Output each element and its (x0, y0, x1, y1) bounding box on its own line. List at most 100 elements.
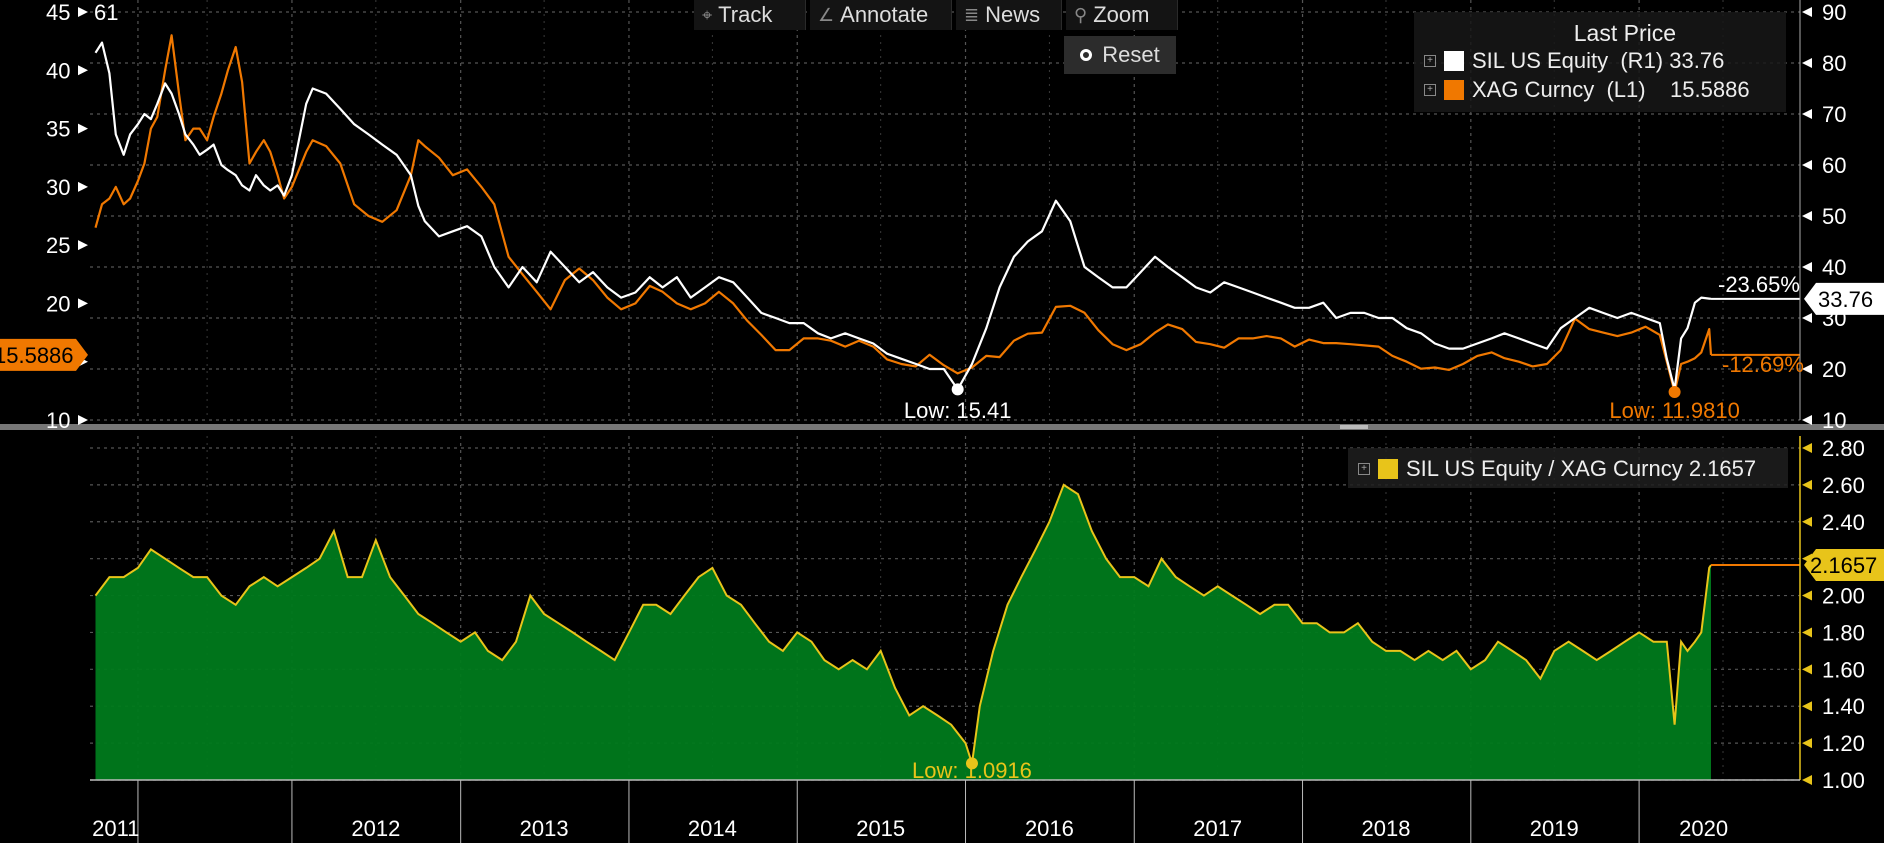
sil-series-line (94, 41, 1712, 391)
zoom-button[interactable]: ⚲ Zoom (1066, 0, 1178, 30)
x-tick-label: 2019 (1530, 816, 1579, 841)
ratio-tick-label: 2.40 (1822, 510, 1865, 535)
annotate-label: Annotate (840, 2, 929, 27)
x-tick-label: 2014 (688, 816, 737, 841)
right-tick-mark (1802, 313, 1812, 323)
ratio-tick-label: 1.20 (1822, 731, 1865, 756)
legend-header: Last Price (1573, 20, 1676, 46)
left-tick-label: 20 (46, 291, 70, 316)
x-tick-label: 2018 (1362, 816, 1411, 841)
right-tick-mark (1802, 58, 1812, 68)
magnifier-icon: ⚲ (1074, 5, 1088, 25)
right-tick-label: 20 (1822, 357, 1846, 382)
zoom-label: Zoom (1093, 2, 1150, 27)
ratio-line (94, 483, 1712, 764)
xag-low-label: Low: 11.9810 (1609, 398, 1739, 423)
legend-xag-label: XAG Curncy (L1) 15.5886 (1472, 77, 1750, 102)
x-tick-label: 2013 (520, 816, 569, 841)
right-tick-mark (1802, 262, 1812, 272)
pencil-icon: ∠ (818, 5, 835, 25)
x-tick-label: 2016 (1025, 816, 1074, 841)
right-tick-label: 70 (1822, 102, 1846, 127)
left-tick-label: 25 (46, 233, 70, 258)
ratio-tick-mark (1802, 738, 1812, 749)
sil-last-tag-label: 33.76 (1818, 287, 1873, 312)
ratio-tick-label: 2.00 (1822, 584, 1865, 609)
track-label: Track (718, 2, 773, 27)
expand-icon[interactable]: + (1424, 84, 1436, 96)
expand-icon[interactable]: + (1358, 463, 1370, 475)
x-tick-label: 2015 (856, 816, 905, 841)
right-tick-label: 40 (1822, 255, 1846, 280)
price-legend: Last Price + SIL US Equity (R1) 33.76 + … (1414, 12, 1786, 112)
ratio-tick-label: 2.80 (1822, 436, 1865, 461)
ratio-low-marker (965, 757, 978, 770)
xag-swatch (1444, 80, 1464, 100)
x-tick-label: 2011 (92, 816, 139, 841)
legend-item-sil[interactable]: + SIL US Equity (R1) 33.76 (1424, 48, 1724, 74)
ratio-tick-mark (1802, 443, 1812, 453)
news-icon: ≣ (964, 5, 980, 25)
ratio-swatch (1378, 459, 1398, 479)
label-layer: 61 Low: 15.41 Low: 11.9810 -23.65% -12.69% Lo… (94, 0, 1804, 783)
sil-low-label: Low: 15.41 (904, 398, 1012, 423)
annotate-button[interactable]: ∠ Annotate (810, 0, 952, 30)
sil-low-marker (951, 383, 964, 396)
ratio-tick-mark (1802, 775, 1812, 785)
x-tick-label: 2020 (1679, 816, 1728, 841)
left-tick-mark (78, 240, 88, 251)
ratio-tick-label: 2.60 (1822, 473, 1865, 498)
right-tick-label: 90 (1822, 0, 1846, 25)
left-tick-label: 30 (46, 175, 70, 200)
sil-pct-label: -23.65% (1718, 272, 1800, 297)
ratio-area (95, 484, 1711, 780)
ratio-last-tag (1804, 548, 1884, 581)
x-tick-label: 2012 (351, 816, 400, 841)
xag-last-tag (0, 338, 88, 371)
right-tick-label: 10 (1822, 408, 1846, 433)
right-tick-mark (1802, 364, 1812, 374)
ratio-tick-mark (1802, 627, 1812, 638)
xag-low-marker (1668, 386, 1681, 399)
legend-item-ratio[interactable]: + SIL US Equity / XAG Curncy 2.1657 (1358, 456, 1756, 482)
ratio-tick-label: 1.40 (1822, 694, 1865, 719)
reset-icon (1080, 49, 1093, 61)
left-tick-mark (78, 123, 88, 134)
expand-icon[interactable]: + (1424, 55, 1436, 67)
left-tick-mark (78, 7, 88, 17)
sil-swatch (1444, 51, 1464, 71)
x-tick-label: 2017 (1193, 816, 1242, 841)
left-tick-mark (78, 65, 88, 76)
ratio-last-tag-label: 2.1657 (1810, 553, 1877, 578)
ratio-tick-label: 1.80 (1822, 620, 1865, 645)
news-button[interactable]: ≣ News (956, 0, 1062, 30)
right-tick-label: 60 (1822, 153, 1846, 178)
xag-last-tag-label: 15.5886 (0, 343, 74, 368)
reset-button[interactable]: Reset (1064, 36, 1176, 74)
right-tick-mark (1802, 160, 1812, 170)
left-tick-label: 40 (46, 58, 70, 83)
reset-label: Reset (1102, 42, 1160, 67)
plot-layer (94, 34, 1800, 780)
left-tick-label: 35 (46, 117, 70, 142)
news-label: News (985, 2, 1041, 27)
track-button[interactable]: ⌖ Track (694, 0, 806, 30)
ratio-tick-mark (1802, 479, 1812, 490)
legend-item-xag[interactable]: + XAG Curncy (L1) 15.5886 (1424, 77, 1750, 103)
ratio-tick-mark (1802, 701, 1812, 712)
right-tick-label: 50 (1822, 204, 1846, 229)
left-tick-mark (78, 298, 88, 309)
left-tick-mark (78, 181, 88, 192)
right-tick-mark (1802, 7, 1812, 17)
crosshair-icon: ⌖ (702, 5, 713, 25)
xag-series-line (94, 34, 1713, 394)
panel-separator (0, 424, 1884, 430)
ratio-low-label: Low: 1.0916 (912, 758, 1032, 783)
ratio-tick-label: 1.60 (1822, 657, 1865, 682)
ratio-tick-label: 1.00 (1822, 768, 1865, 793)
right-tick-mark (1802, 415, 1812, 425)
right-tick-label: 80 (1822, 51, 1846, 76)
splitter-handle (1340, 425, 1368, 429)
